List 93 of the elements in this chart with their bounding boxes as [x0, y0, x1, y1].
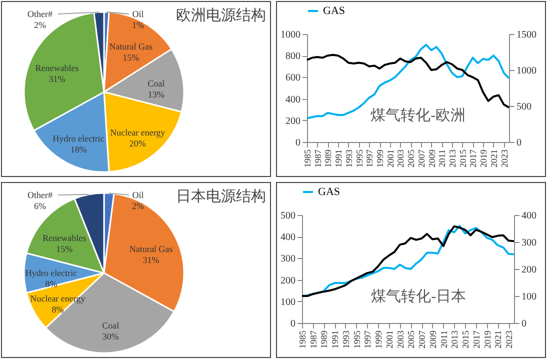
x-tick-label: 2013: [448, 149, 458, 168]
x-tick-label: 2011: [437, 150, 448, 168]
data-label: 18%: [70, 144, 88, 154]
x-tick-label: 1993: [344, 149, 354, 168]
y2-tick-label: 1000: [516, 66, 536, 76]
slice-label: Hydro electric: [25, 268, 78, 278]
x-tick-label: 2019: [482, 330, 492, 348]
x-tick-label: 1991: [334, 150, 344, 168]
x-tick-label: 2007: [417, 330, 428, 348]
y-tick-label: 400: [280, 232, 296, 244]
x-tick-label: 1987: [308, 330, 318, 348]
data-label: 6%: [34, 201, 46, 211]
x-tick-label: 2017: [468, 149, 478, 168]
data-label: 31%: [142, 255, 160, 266]
slice-label: Renewables: [35, 63, 80, 74]
data-label: 1%: [132, 20, 144, 30]
x-tick-label: 2023: [504, 330, 514, 348]
y-tick-label: 600: [286, 72, 300, 84]
data-label: 30%: [102, 331, 120, 342]
text: 日本电源结构: [176, 188, 266, 205]
data-label: 8%: [52, 304, 64, 314]
x-tick-label: 1991: [330, 330, 340, 348]
y-tick-label: 200: [286, 116, 300, 127]
x-tick-label: 2007: [416, 149, 426, 168]
x-tick-label: 2001: [385, 150, 396, 168]
x-tick-label: 2013: [450, 330, 460, 348]
x-tick-label: 1997: [362, 330, 373, 348]
x-tick-label: 2005: [406, 149, 416, 168]
x-tick-label: 2023: [499, 149, 510, 168]
slice-label: Nuclear energy: [110, 128, 166, 138]
x-tick-label: 2001: [384, 330, 394, 348]
data-label: 13%: [148, 90, 165, 100]
y-tick-label: 300: [280, 254, 296, 265]
x-tick-label: 1985: [298, 330, 308, 348]
y-tick-label: 800: [286, 51, 300, 62]
slice-label: Coal: [102, 320, 120, 330]
y2-tick-label: 200: [522, 264, 536, 276]
legend-label: GAS: [323, 5, 346, 17]
data-label: 15%: [56, 244, 74, 254]
slice-label: Oil: [132, 9, 144, 19]
y-tick-label: 1000: [280, 30, 300, 40]
slice-label: Other#: [28, 190, 53, 200]
annotation: 煤气转化-欧洲: [370, 107, 466, 124]
x-tick-label: 2015: [460, 330, 471, 348]
x-tick-label: 2009: [428, 330, 438, 348]
x-tick-label: 2015: [458, 149, 468, 168]
x-tick-label: 2009: [426, 149, 437, 168]
y-tick-label: 0: [296, 138, 300, 148]
x-tick-label: 1999: [374, 330, 384, 348]
slice-label: Renewables: [42, 233, 87, 244]
slice-label: Coal: [148, 78, 166, 89]
annotation: 煤气转化-日本: [371, 288, 466, 305]
data-label: 31%: [48, 74, 66, 84]
data-label: 2%: [132, 201, 144, 211]
y-tick-label: 0: [290, 318, 296, 330]
x-tick-label: 2011: [438, 330, 449, 348]
x-tick-label: 1993: [340, 330, 351, 348]
legend-label: GAS: [318, 186, 340, 198]
y2-tick-label: 400: [522, 210, 536, 222]
y2-tick-label: 300: [522, 238, 536, 248]
y2-tick-label: 0: [522, 318, 526, 330]
x-tick-label: 2005: [406, 330, 416, 348]
x-tick-label: 1997: [364, 149, 375, 168]
data-label: 15%: [122, 52, 140, 63]
slice-label: Natural Gas: [109, 42, 153, 52]
x-tick-label: 1987: [312, 149, 323, 168]
x-tick-label: 1999: [375, 149, 386, 168]
y-tick-label: 500: [280, 210, 296, 222]
x-tick-label: 2021: [488, 150, 499, 168]
x-tick-label: 1985: [302, 149, 312, 168]
data-label: 20%: [129, 138, 146, 149]
x-tick-label: 2003: [395, 330, 406, 348]
data-label: 2%: [34, 20, 46, 30]
slice-label: Natural Gas: [129, 244, 174, 254]
x-tick-label: 2019: [478, 149, 489, 168]
y-tick-label: 200: [280, 275, 296, 286]
y2-tick-label: 0: [516, 138, 522, 148]
y2-tick-label: 500: [516, 102, 532, 112]
slice-label: Other#: [28, 9, 53, 19]
x-tick-label: 1995: [352, 330, 362, 348]
x-tick-label: 2021: [493, 330, 504, 348]
x-tick-label: 2003: [396, 149, 406, 168]
slice-label: Oil: [132, 190, 144, 200]
y-tick-label: 400: [286, 94, 300, 106]
x-tick-label: 1989: [319, 330, 330, 348]
text: 欧洲电源结构: [176, 7, 266, 24]
y-tick-label: 100: [280, 296, 296, 308]
x-tick-label: 2017: [471, 330, 482, 348]
y2-tick-label: 1500: [516, 30, 536, 40]
y2-tick-label: 100: [522, 292, 536, 302]
x-tick-label: 1989: [323, 149, 334, 168]
slice-label: Hydro electric: [52, 133, 104, 144]
x-tick-label: 1995: [354, 149, 364, 168]
